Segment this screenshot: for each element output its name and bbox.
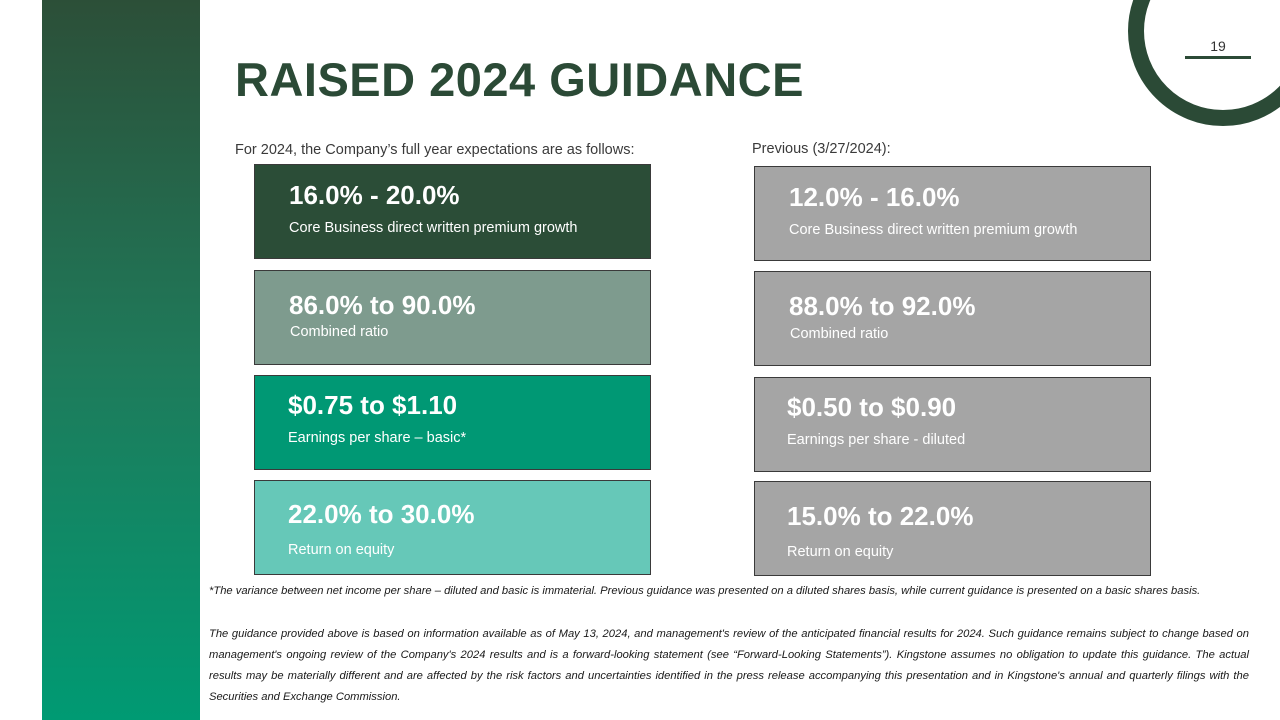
card-value: 15.0% to 22.0% [787,501,974,531]
card-value: $0.75 to $1.10 [288,390,458,420]
decorative-ring [1128,0,1280,126]
card-label: Earnings per share – basic* [288,430,467,446]
page-number: 19 [1210,38,1226,54]
card-value: $0.50 to $0.90 [787,392,957,422]
current-card-combined-ratio: 86.0% to 90.0% Combined ratio [254,270,651,365]
page-number-underline [1185,56,1251,59]
card-label: Combined ratio [290,324,389,340]
card-value: 86.0% to 90.0% [289,290,476,320]
card-label: Combined ratio [790,326,889,342]
variance-footnote: *The variance between net income per sha… [209,585,1201,597]
card-label: Return on equity [288,542,395,558]
previous-card-eps: $0.50 to $0.90 Earnings per share - dilu… [754,377,1151,472]
card-label: Core Business direct written premium gro… [789,222,1078,238]
current-card-roe: 22.0% to 30.0% Return on equity [254,480,651,575]
card-label: Core Business direct written premium gro… [289,220,578,236]
card-value: 16.0% - 20.0% [289,180,460,210]
previous-guidance-heading: Previous (3/27/2024): [752,141,891,157]
card-value: 88.0% to 92.0% [789,291,976,321]
card-label: Return on equity [787,544,894,560]
page-title: RAISED 2024 GUIDANCE [235,53,804,106]
previous-card-premium-growth: 12.0% - 16.0% Core Business direct writt… [754,166,1151,261]
guidance-disclaimer: The guidance provided above is based on … [209,628,1249,703]
current-guidance-heading: For 2024, the Company’s full year expect… [235,142,635,158]
sidebar-gradient-band [42,0,200,720]
current-card-premium-growth: 16.0% - 20.0% Core Business direct writt… [254,164,651,259]
current-card-eps: $0.75 to $1.10 Earnings per share – basi… [254,375,651,470]
card-value: 22.0% to 30.0% [288,499,475,529]
card-label: Earnings per share - diluted [787,432,966,448]
previous-card-roe: 15.0% to 22.0% Return on equity [754,481,1151,576]
previous-card-combined-ratio: 88.0% to 92.0% Combined ratio [754,271,1151,366]
card-value: 12.0% - 16.0% [789,182,960,212]
